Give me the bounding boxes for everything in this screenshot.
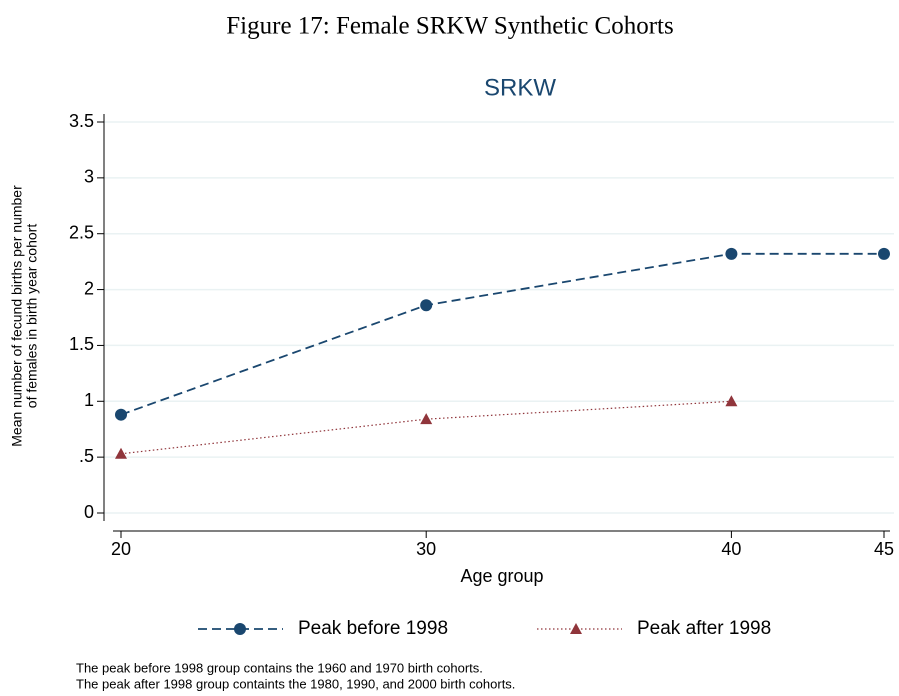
data-point — [878, 247, 890, 260]
y-tick-label: 2 — [84, 278, 94, 298]
y-axis-title: of females in birth year cohort — [24, 224, 40, 409]
data-point — [725, 247, 738, 260]
note: The peak after 1998 group containts the … — [76, 676, 515, 691]
x-tick-label: 45 — [874, 539, 894, 559]
y-axis-title: Mean number of fecund births per number — [9, 185, 25, 447]
data-point — [115, 408, 127, 421]
y-tick-label: 1 — [84, 390, 94, 410]
y-tick-label: 1.5 — [69, 334, 94, 354]
data-point — [420, 413, 433, 425]
data-point — [420, 299, 433, 312]
series-line — [120, 400, 732, 455]
data-point — [115, 447, 127, 459]
figure-caption: Figure 17: Female SRKW Synthetic Cohorts — [226, 13, 673, 40]
y-tick-label: 2.5 — [69, 222, 94, 242]
x-tick-label: 30 — [416, 539, 436, 559]
legend-label: Peak after 1998 — [637, 618, 771, 639]
y-tick-label: .5 — [79, 446, 94, 466]
x-axis-title: Age group — [460, 566, 543, 586]
note: The peak before 1998 group contains the … — [76, 660, 483, 675]
y-tick-label: 3.5 — [69, 111, 94, 131]
legend-label: Peak before 1998 — [298, 618, 448, 639]
series-line — [120, 252, 884, 416]
data-point — [725, 395, 738, 407]
chart-title: SRKW — [484, 74, 556, 101]
legend-marker — [570, 623, 582, 634]
legend-marker — [234, 623, 246, 635]
x-tick-label: 20 — [111, 539, 131, 559]
y-tick-label: 3 — [84, 167, 94, 187]
x-tick-label: 40 — [721, 539, 741, 559]
y-tick-label: 0 — [84, 502, 94, 522]
